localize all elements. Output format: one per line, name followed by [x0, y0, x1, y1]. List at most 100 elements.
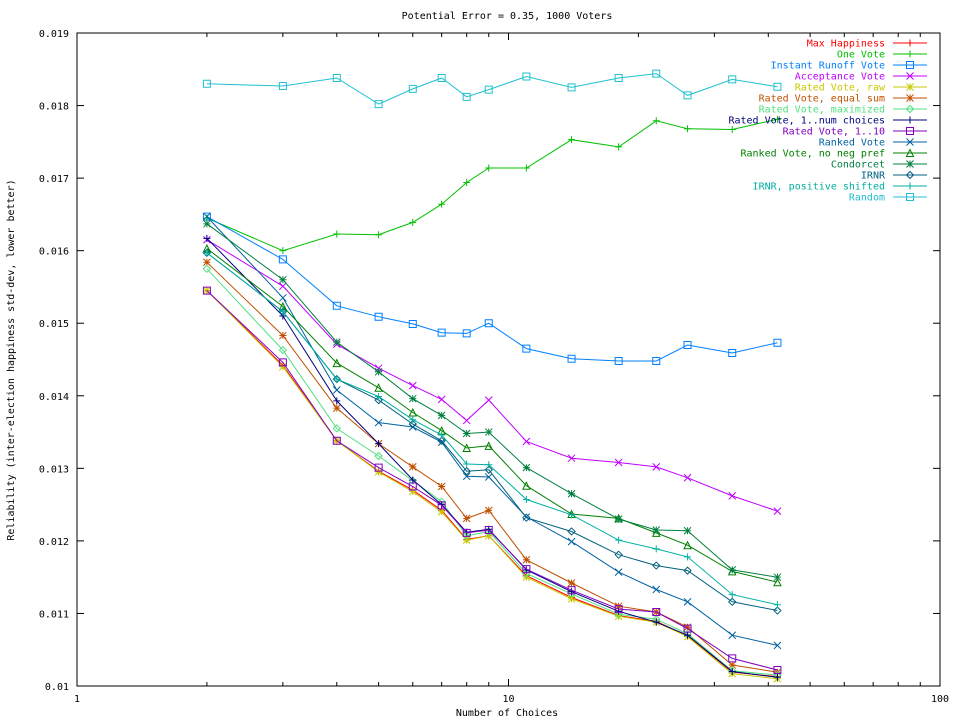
data-point [683, 340, 692, 349]
series-2 [202, 212, 782, 365]
data-point [374, 100, 383, 109]
data-point [279, 282, 287, 291]
plot-area [202, 69, 782, 683]
data-point [614, 550, 623, 559]
data-point [567, 454, 576, 463]
data-point [438, 431, 446, 439]
data-point [906, 61, 914, 69]
data-point [773, 573, 782, 582]
data-point [202, 79, 211, 88]
y-tick-label: 0.011 [39, 609, 69, 620]
data-point [374, 312, 383, 321]
data-point [728, 125, 736, 133]
data-point [522, 513, 531, 522]
data-point [408, 463, 417, 471]
data-point [279, 275, 287, 284]
data-point [683, 566, 692, 575]
data-point [906, 50, 914, 58]
data-point [463, 460, 471, 468]
data-point [567, 354, 576, 363]
data-point [408, 84, 417, 93]
data-point [683, 473, 692, 482]
data-point [522, 463, 531, 472]
data-point [437, 508, 446, 516]
data-point [567, 579, 576, 587]
data-point [652, 618, 660, 626]
x-tick-label: 100 [931, 694, 949, 705]
data-point [374, 395, 383, 405]
data-point [462, 531, 471, 541]
data-point [462, 472, 471, 481]
data-point [906, 127, 914, 135]
data-point [462, 92, 471, 101]
data-point [462, 528, 471, 537]
data-point [614, 356, 623, 365]
data-point [906, 94, 914, 102]
y-tick-label: 0.012 [39, 537, 69, 548]
data-point [567, 537, 576, 546]
y-tick-label: 0.015 [39, 319, 69, 330]
data-point [375, 440, 383, 448]
data-point [484, 85, 493, 94]
data-point [773, 606, 782, 615]
data-point [485, 164, 493, 172]
data-point [651, 528, 661, 537]
data-point [408, 419, 417, 429]
data-point [374, 463, 383, 472]
data-point [374, 468, 383, 476]
data-point [683, 540, 692, 550]
data-point [522, 344, 531, 353]
data-point [437, 411, 446, 420]
series-line [206, 73, 778, 105]
data-point [614, 605, 623, 614]
series-5 [203, 258, 782, 677]
series-14 [202, 69, 782, 109]
data-point [202, 286, 211, 295]
data-point [567, 83, 576, 92]
y-tick-label: 0.019 [39, 29, 69, 40]
data-point [203, 249, 211, 257]
series-line [206, 248, 778, 583]
data-point [408, 407, 418, 417]
data-point [332, 386, 341, 394]
x-tick-label: 10 [502, 694, 514, 705]
data-point [652, 585, 661, 594]
data-point [773, 507, 782, 515]
data-point [728, 75, 737, 84]
data-point [332, 424, 341, 433]
series-12 [202, 248, 782, 615]
legend-label: Rated Vote, 1..10 [783, 127, 885, 138]
data-point [484, 506, 493, 515]
data-point [652, 545, 660, 553]
data-point [568, 136, 576, 144]
data-point [652, 69, 661, 78]
data-point [332, 301, 341, 310]
data-point [332, 436, 341, 445]
data-point [462, 514, 471, 523]
series-line [206, 268, 778, 676]
data-point [728, 492, 737, 500]
chart-title: Potential Error = 0.35, 1000 Voters [402, 11, 613, 22]
data-point [773, 601, 781, 609]
data-point [278, 255, 287, 264]
data-point [332, 358, 342, 368]
data-point [462, 536, 471, 545]
data-point [462, 467, 471, 476]
series-line [206, 216, 778, 646]
data-point [278, 81, 287, 90]
legend-label: Max Happiness [807, 39, 885, 50]
y-tick-label: 0.014 [39, 392, 69, 403]
data-point [278, 345, 288, 355]
data-point [203, 286, 211, 295]
legend-label: Rated Vote, maximized [759, 105, 885, 116]
data-point [728, 631, 737, 640]
y-tick-label: 0.01 [45, 682, 69, 693]
data-point [614, 73, 623, 82]
data-point [462, 329, 471, 338]
data-point [409, 476, 417, 484]
data-point [728, 654, 737, 663]
data-point [522, 164, 530, 172]
data-point [773, 641, 782, 650]
